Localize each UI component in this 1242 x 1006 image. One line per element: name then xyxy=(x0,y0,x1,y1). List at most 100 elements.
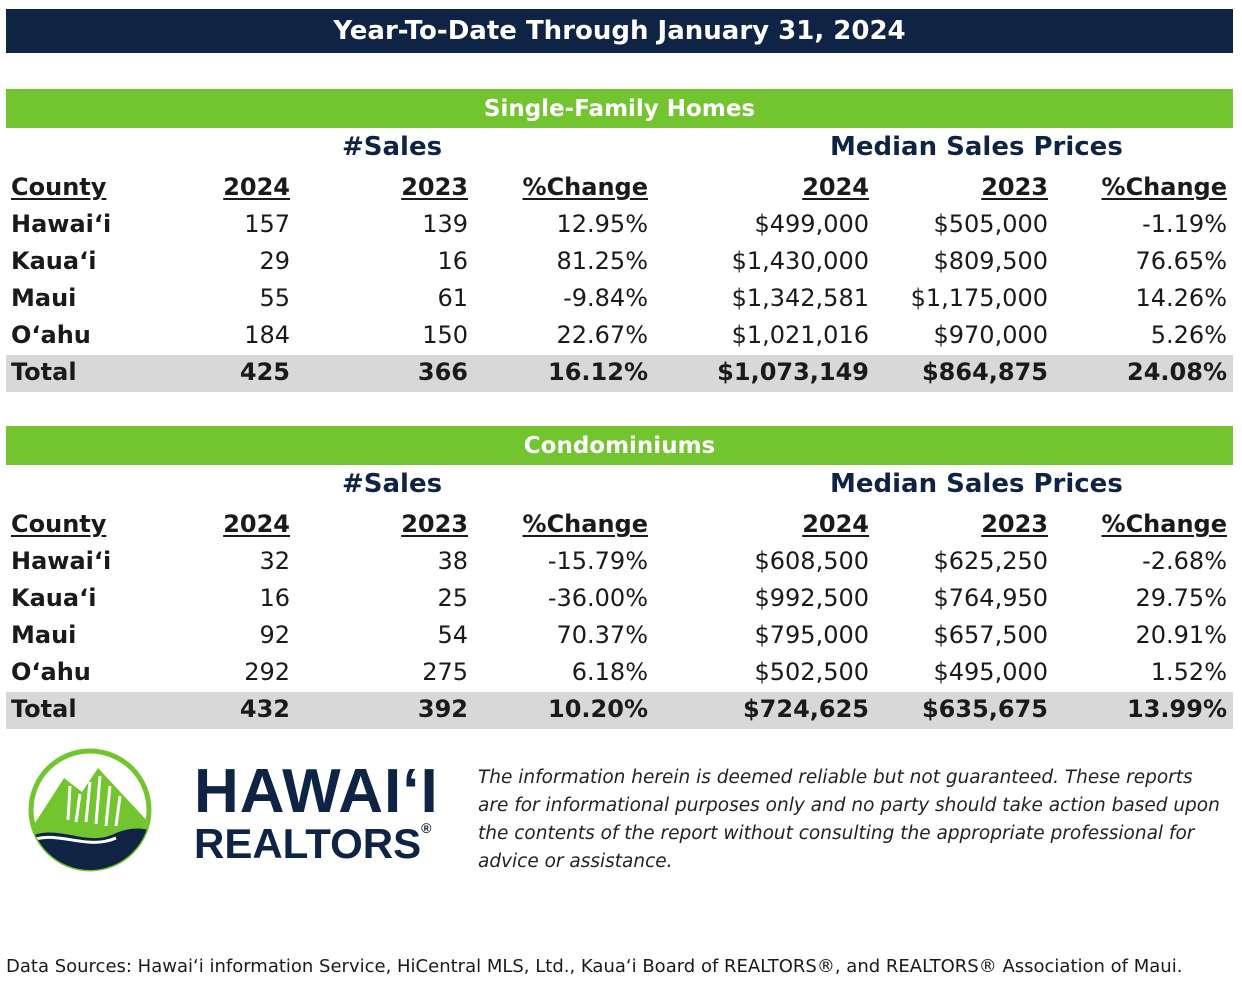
cell-price-2024: $1,342,581 xyxy=(731,284,869,312)
cell-county: Maui xyxy=(11,621,77,649)
col-price-2024: 2024 xyxy=(802,173,869,201)
page-title: Year-To-Date Through January 31, 2024 xyxy=(6,9,1233,53)
cell-price-change: 76.65% xyxy=(1135,247,1227,275)
cell-price-2023: $625,250 xyxy=(933,547,1048,575)
disclaimer-text: The information herein is deemed reliabl… xyxy=(478,767,1220,872)
cell-sales-2024: 16 xyxy=(259,584,290,612)
cell-county: O‘ahu xyxy=(11,658,91,686)
cell-price-2023: $970,000 xyxy=(933,321,1048,349)
col-price-2024: 2024 xyxy=(802,510,869,538)
cell-price-change: 5.26% xyxy=(1150,321,1227,349)
col-sales-2023: 2023 xyxy=(401,173,468,201)
cell-price-2024: $499,000 xyxy=(754,210,869,238)
data-sources: Data Sources: Hawai‘i information Servic… xyxy=(6,956,1183,977)
cell-price-change: -1.19% xyxy=(1142,210,1227,238)
cell-sales-2024: 32 xyxy=(259,547,290,575)
cell-price-2024: $724,625 xyxy=(742,695,869,723)
cell-price-2023: $657,500 xyxy=(933,621,1048,649)
cell-sales-change: 22.67% xyxy=(556,321,648,349)
logo-line-1: HAWAI‘I xyxy=(194,757,439,826)
cell-sales-2024: 29 xyxy=(259,247,290,275)
cell-sales-change: 6.18% xyxy=(571,658,648,686)
group-header-row: #Sales Median Sales Prices xyxy=(6,465,1233,507)
cell-price-2023: $495,000 xyxy=(933,658,1048,686)
cell-county: Total xyxy=(11,695,77,723)
registered-mark: ® xyxy=(421,820,432,836)
cell-county: Kaua‘i xyxy=(11,247,97,275)
sales-group-label: #Sales xyxy=(342,469,443,499)
table-row: Hawai‘i 32 38 -15.79% $608,500 $625,250 -2.68% xyxy=(6,544,1233,581)
cell-sales-2023: 25 xyxy=(437,584,468,612)
col-sales-change: %Change xyxy=(522,510,648,538)
col-sales-2024: 2024 xyxy=(223,510,290,538)
cell-price-2024: $1,021,016 xyxy=(731,321,869,349)
cell-sales-2024: 292 xyxy=(244,658,290,686)
cell-county: O‘ahu xyxy=(11,321,91,349)
cell-sales-2024: 184 xyxy=(244,321,290,349)
cell-price-2023: $864,875 xyxy=(921,358,1048,386)
condominiums-section: Condominiums #Sales Median Sales Prices … xyxy=(6,426,1233,729)
cell-sales-change: -15.79% xyxy=(547,547,648,575)
cell-price-change: -2.68% xyxy=(1142,547,1227,575)
cell-price-2023: $635,675 xyxy=(921,695,1048,723)
logo-line-2: REALTORS® xyxy=(194,820,431,868)
cell-sales-2023: 392 xyxy=(417,695,468,723)
cell-price-2023: $809,500 xyxy=(933,247,1048,275)
prices-group-label: Median Sales Prices xyxy=(830,132,1123,162)
cell-county: Hawai‘i xyxy=(11,210,112,238)
group-header-row: #Sales Median Sales Prices xyxy=(6,128,1233,170)
col-sales-2024: 2024 xyxy=(223,173,290,201)
cell-price-2023: $764,950 xyxy=(933,584,1048,612)
cell-price-change: 14.26% xyxy=(1135,284,1227,312)
cell-sales-2023: 54 xyxy=(437,621,468,649)
cell-county: Total xyxy=(11,358,77,386)
cell-price-change: 1.52% xyxy=(1150,658,1227,686)
cell-sales-2023: 139 xyxy=(422,210,468,238)
cell-price-2024: $795,000 xyxy=(754,621,869,649)
table-row: Kaua‘i 16 25 -36.00% $992,500 $764,950 29.75% xyxy=(6,581,1233,618)
cell-sales-change: 70.37% xyxy=(556,621,648,649)
cell-price-change: 24.08% xyxy=(1127,358,1227,386)
cell-price-change: 13.99% xyxy=(1127,695,1227,723)
table-row: O‘ahu 292 275 6.18% $502,500 $495,000 1.52% xyxy=(6,655,1233,692)
cell-price-2024: $502,500 xyxy=(754,658,869,686)
cell-price-change: 29.75% xyxy=(1135,584,1227,612)
hawaii-realtors-logo: HAWAI‘I REALTORS® xyxy=(24,748,438,878)
col-price-change: %Change xyxy=(1101,510,1227,538)
col-price-change: %Change xyxy=(1101,173,1227,201)
col-price-2023: 2023 xyxy=(981,510,1048,538)
cell-sales-change: 12.95% xyxy=(556,210,648,238)
single-family-section: Single-Family Homes #Sales Median Sales … xyxy=(6,89,1233,392)
cell-sales-2023: 16 xyxy=(437,247,468,275)
col-sales-change: %Change xyxy=(522,173,648,201)
cell-sales-change: 10.20% xyxy=(548,695,648,723)
column-header-row: County 2024 2023 %Change 2024 2023 %Chan… xyxy=(6,507,1233,544)
section-heading: Single-Family Homes xyxy=(6,89,1233,128)
cell-sales-change: 81.25% xyxy=(556,247,648,275)
table-row: Kaua‘i 29 16 81.25% $1,430,000 $809,500 76.65% xyxy=(6,244,1233,281)
cell-sales-change: -36.00% xyxy=(547,584,648,612)
cell-sales-2023: 38 xyxy=(437,547,468,575)
cell-sales-2023: 61 xyxy=(437,284,468,312)
table-row: Hawai‘i 157 139 12.95% $499,000 $505,000 -1.19… xyxy=(6,207,1233,244)
total-row: Total 432 392 10.20% $724,625 $635,675 13.99% xyxy=(6,692,1233,729)
section-heading: Condominiums xyxy=(6,426,1233,465)
cell-sales-2024: 55 xyxy=(259,284,290,312)
cell-sales-2023: 366 xyxy=(417,358,468,386)
col-sales-2023: 2023 xyxy=(401,510,468,538)
cell-price-2023: $1,175,000 xyxy=(910,284,1048,312)
total-row: Total 425 366 16.12% $1,073,149 $864,875 24.08… xyxy=(6,355,1233,392)
cell-sales-change: 16.12% xyxy=(548,358,648,386)
cell-county: Kaua‘i xyxy=(11,584,97,612)
cell-county: Hawai‘i xyxy=(11,547,112,575)
cell-sales-2024: 92 xyxy=(259,621,290,649)
col-price-2023: 2023 xyxy=(981,173,1048,201)
cell-price-2024: $1,073,149 xyxy=(717,358,869,386)
cell-sales-2024: 425 xyxy=(239,358,290,386)
sales-group-label: #Sales xyxy=(342,132,443,162)
table-body: Hawai‘i 157 139 12.95% $499,000 $505,000 -1.19… xyxy=(6,207,1233,355)
prices-group-label: Median Sales Prices xyxy=(830,469,1123,499)
cell-price-2024: $1,430,000 xyxy=(731,247,869,275)
cell-price-2024: $992,500 xyxy=(754,584,869,612)
cell-sales-change: -9.84% xyxy=(563,284,648,312)
